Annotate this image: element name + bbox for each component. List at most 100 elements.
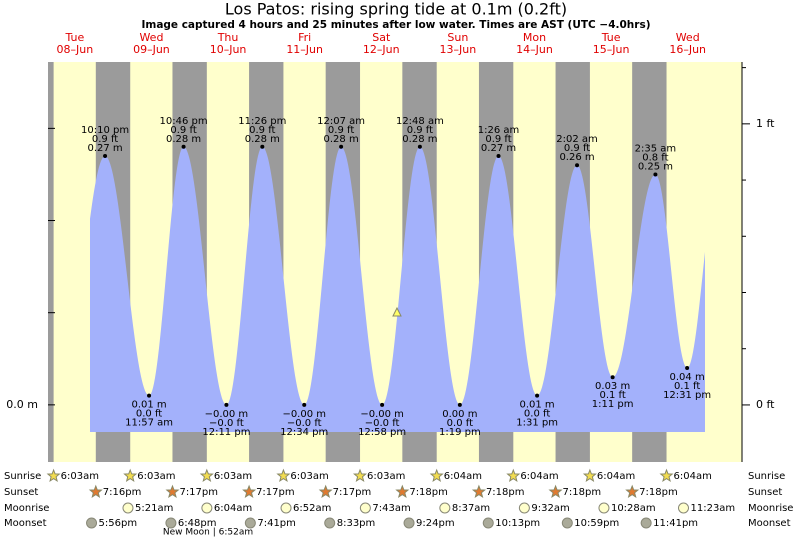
moonrise-icon xyxy=(598,502,610,514)
tide-label: 0.9 ft xyxy=(249,125,275,136)
moonset-icon xyxy=(165,517,177,529)
tide-label: 1:19 pm xyxy=(439,427,481,438)
moonrise-icon xyxy=(518,502,530,514)
astro-time: 11:23am xyxy=(690,503,735,514)
y2-tick-label: 0 ft xyxy=(756,398,775,411)
astro-time: 6:03am xyxy=(367,471,405,482)
tide-label: 0.0 ft xyxy=(136,409,162,420)
astro-time: 10:13pm xyxy=(495,518,540,529)
moonset-icon xyxy=(86,517,98,529)
row-label: Sunset xyxy=(748,487,782,498)
moonset-icon xyxy=(482,517,494,529)
tide-label: 2:35 am xyxy=(635,143,677,154)
sunrise-icon xyxy=(506,468,521,483)
astro-time: 7:41pm xyxy=(257,518,296,529)
sunset-icon xyxy=(395,484,410,499)
sunrise-icon xyxy=(582,468,597,483)
tide-label: 0.0 ft xyxy=(524,409,550,420)
y2-tick-label: 1 ft xyxy=(756,117,775,130)
astro-time: 5:21am xyxy=(135,503,173,514)
tide-label: −0.00 m xyxy=(205,409,249,420)
weekday-label: Sat xyxy=(372,31,391,44)
tide-label: 12:58 pm xyxy=(358,427,406,438)
astro-time: 7:18pm xyxy=(409,487,448,498)
tide-label: 0.26 m xyxy=(559,152,594,163)
tide-label: 0.1 ft xyxy=(599,390,625,401)
astro-time: 7:43am xyxy=(372,503,410,514)
row-label: Moonset xyxy=(4,518,47,529)
tide-label: 0.0 ft xyxy=(447,418,473,429)
moonset-icon xyxy=(561,517,573,529)
tide-label: 11:57 am xyxy=(125,418,173,429)
moonrise-icon xyxy=(439,502,451,514)
tide-label: 0.04 m xyxy=(670,372,705,383)
tide-label: 0.9 ft xyxy=(328,125,354,136)
tide-label: 0.27 m xyxy=(481,143,516,154)
tide-point xyxy=(496,154,501,159)
moonset-icon xyxy=(244,517,256,529)
tide-label: 0.01 m xyxy=(519,400,554,411)
weekday-label: Tue xyxy=(64,31,84,44)
tide-label: 0.9 ft xyxy=(407,125,433,136)
tide-label: −0.0 ft xyxy=(287,418,322,429)
tide-label: −0.00 m xyxy=(360,409,404,420)
sunrise-icon xyxy=(276,468,291,483)
date-label: 13–Jun xyxy=(440,43,477,56)
date-label: 08–Jun xyxy=(56,43,93,56)
moonrise-icon xyxy=(359,502,371,514)
tide-label: −0.00 m xyxy=(282,409,326,420)
tide-point xyxy=(147,393,152,398)
tide-label: 0.9 ft xyxy=(564,143,590,154)
tide-point xyxy=(181,144,186,149)
tide-point xyxy=(610,375,615,380)
astro-time: 7:17pm xyxy=(256,487,295,498)
astro-time: 6:04am xyxy=(674,471,712,482)
tide-point xyxy=(457,402,462,407)
astro-time: 6:03am xyxy=(290,471,328,482)
row-label: Sunrise xyxy=(4,471,41,482)
astro-time: 6:52am xyxy=(293,503,331,514)
date-label: 12–Jun xyxy=(363,43,400,56)
astro-time: 8:37am xyxy=(452,503,490,514)
tide-label: 0.9 ft xyxy=(170,125,196,136)
weekday-label: Wed xyxy=(676,31,700,44)
chart-subtitle: Image captured 4 hours and 25 minutes af… xyxy=(141,19,650,31)
moonset-icon xyxy=(324,517,336,529)
astro-time: 5:56pm xyxy=(99,518,138,529)
astro-time: 6:48pm xyxy=(178,518,217,529)
sunset-icon xyxy=(165,484,180,499)
row-label: Sunset xyxy=(4,487,38,498)
tide-label: 1:11 pm xyxy=(592,399,634,410)
tide-point xyxy=(535,393,540,398)
row-label: Moonrise xyxy=(748,503,793,514)
sunrise-icon xyxy=(429,468,444,483)
moonrise-icon xyxy=(280,502,292,514)
sunset-icon xyxy=(625,484,640,499)
sunrise-icon xyxy=(199,468,214,483)
date-label: 09–Jun xyxy=(133,43,170,56)
astro-time: 9:32am xyxy=(531,503,569,514)
tide-label: 0.8 ft xyxy=(642,152,668,163)
astro-time: 6:03am xyxy=(61,471,99,482)
moonrise-icon xyxy=(677,502,689,514)
tide-point xyxy=(224,402,229,407)
date-label: 14–Jun xyxy=(516,43,553,56)
tide-label: 0.28 m xyxy=(166,134,201,145)
sunset-icon xyxy=(242,484,257,499)
moonrise-icon xyxy=(201,502,213,514)
weekday-label: Mon xyxy=(523,31,546,44)
tide-area xyxy=(90,146,705,433)
sunrise-icon xyxy=(352,468,367,483)
current-marker xyxy=(392,306,402,317)
tide-point xyxy=(380,402,385,407)
new-moon-label: New Moon | 6:52am xyxy=(163,528,253,538)
sunset-icon xyxy=(318,484,333,499)
sunrise-icon xyxy=(123,468,138,483)
astro-time: 6:04am xyxy=(597,471,635,482)
tide-point xyxy=(685,365,690,370)
chart-title: Los Patos: rising spring tide at 0.1m (0… xyxy=(225,0,567,19)
tide-label: 0.9 ft xyxy=(92,134,118,145)
date-label: 10–Jun xyxy=(210,43,247,56)
astro-time: 7:17pm xyxy=(179,487,218,498)
